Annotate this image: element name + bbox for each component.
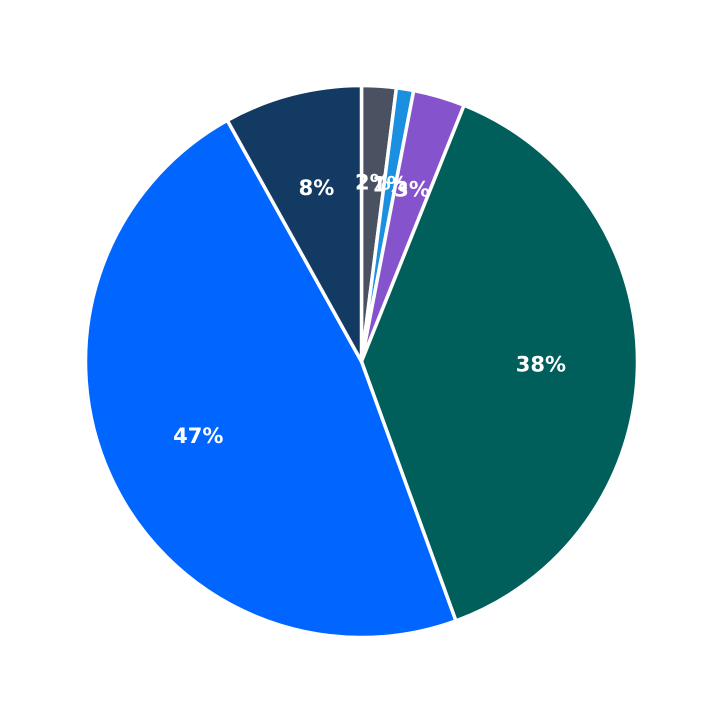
slice-label-1: 1% [372, 172, 408, 196]
pie-slice-5 [225, 83, 364, 364]
pie-slice-4 [83, 118, 458, 640]
labels-layer: 2%1%3% 38% 47% 8% [173, 170, 566, 448]
slice-label-5: 8% [299, 176, 335, 200]
slice-label-2: 3% [394, 177, 430, 201]
slice-label-0: 2% [355, 170, 391, 194]
slice-label-4: 47% [173, 424, 223, 448]
slice-label-3: 38% [516, 352, 566, 376]
pie-slice-3 [359, 103, 640, 623]
slices-layer [83, 83, 640, 640]
